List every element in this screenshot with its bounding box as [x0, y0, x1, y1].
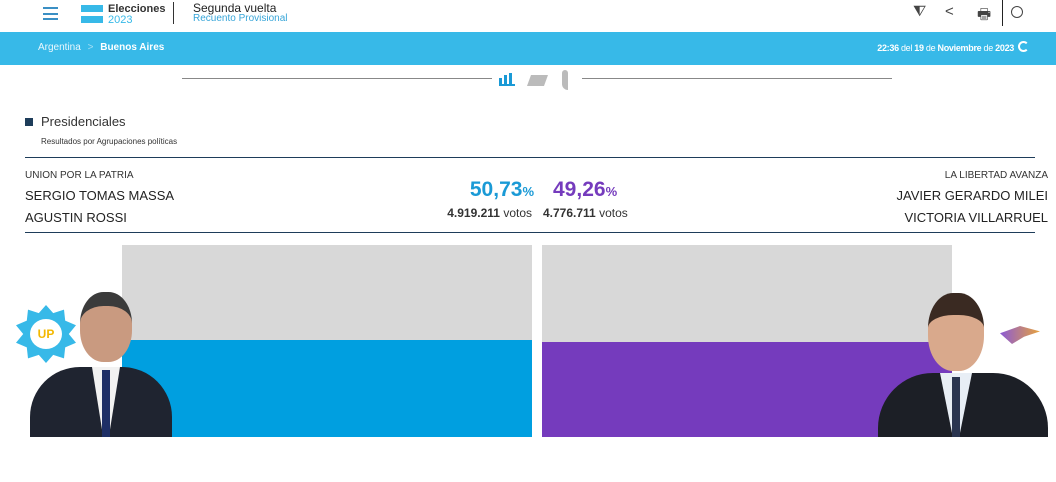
percent: 49,26%	[553, 178, 617, 202]
del: del	[898, 43, 915, 53]
result-bar-0	[122, 245, 532, 437]
update-timestamp: 22:36 del 19 de Noviembre de 2023	[877, 43, 1014, 53]
day: 19	[914, 43, 924, 53]
logo-flag-icon	[81, 5, 103, 23]
vice-name: VICTORIA VILLARRUEL	[904, 210, 1048, 225]
percent-value: 50,73	[469, 178, 523, 201]
votes: 4.776.711 votos	[543, 206, 628, 220]
search-icon[interactable]	[1011, 6, 1023, 18]
divider	[582, 78, 892, 79]
top-bar: Elecciones 2023 Segunda vuelta Recuento …	[0, 0, 1056, 32]
divider	[173, 2, 174, 24]
year: 2023	[995, 43, 1014, 53]
divider	[25, 157, 1035, 158]
time: 22:36	[877, 43, 899, 53]
votes-label: votos	[599, 206, 628, 220]
ballot-box-view-icon[interactable]	[526, 75, 549, 86]
president-name: SERGIO TOMAS MASSA	[25, 188, 175, 203]
de: de	[923, 43, 938, 53]
month: Noviembre	[937, 43, 982, 53]
bar-chart-view-icon[interactable]	[499, 72, 515, 86]
page-title: Segunda vuelta	[193, 1, 277, 15]
votes-label: votos	[503, 206, 532, 220]
logo-year: 2023	[108, 14, 133, 26]
logo-title: Elecciones	[108, 3, 166, 15]
candidate-photo-milei	[878, 293, 1048, 437]
votes-count: 4.919.211	[447, 206, 500, 220]
percent-sign: %	[605, 184, 618, 199]
candidate-photo-massa	[30, 292, 172, 437]
party-logo-text: UP	[30, 319, 62, 349]
divider	[182, 78, 492, 79]
map-view-icon[interactable]	[562, 70, 568, 90]
breadcrumb-region: Buenos Aires	[100, 42, 165, 53]
divider	[1002, 0, 1003, 26]
de2: de	[981, 43, 996, 53]
percent-sign: %	[522, 184, 534, 199]
percent-value: 49,26	[553, 178, 606, 201]
result-bar-fill	[122, 339, 532, 437]
section-bullet-icon	[25, 118, 33, 126]
section-title: Presidenciales	[41, 114, 126, 129]
president-name: JAVIER GERARDO MILEI	[896, 188, 1048, 203]
breadcrumb: Argentina > Buenos Aires	[38, 42, 164, 53]
party-logo-dove	[1000, 318, 1050, 358]
votes: 4.919.211 votos	[447, 206, 532, 220]
refresh-icon[interactable]	[1018, 41, 1029, 52]
page-subtitle: Recuento Provisional	[193, 13, 288, 24]
divider	[25, 232, 1035, 233]
filter-icon[interactable]: ⧨	[913, 3, 927, 20]
print-icon[interactable]: 🖶	[977, 6, 992, 23]
party-name: UNION POR LA PATRIA	[25, 170, 134, 181]
party-name: LA LIBERTAD AVANZA	[944, 170, 1048, 181]
breadcrumb-country[interactable]: Argentina	[38, 42, 81, 53]
vice-name: AGUSTIN ROSSI	[25, 210, 127, 225]
breadcrumb-bar	[0, 32, 1056, 65]
section-subtitle: Resultados por Agrupaciones políticas	[41, 137, 178, 146]
percent: 50,73%	[470, 178, 534, 202]
votes-count: 4.776.711	[543, 206, 596, 220]
breadcrumb-separator: >	[87, 42, 94, 53]
menu-icon[interactable]	[43, 7, 58, 20]
share-icon[interactable]: <	[945, 3, 954, 20]
